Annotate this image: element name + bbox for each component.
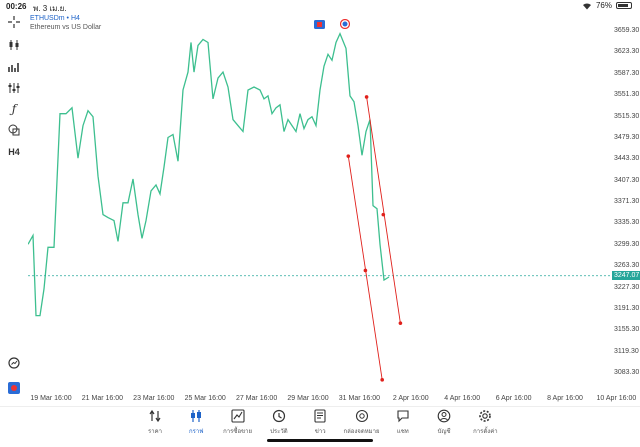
timeframe-button[interactable]: H4	[8, 147, 20, 157]
symbol-header[interactable]: ETHUSDm • H4 Ethereum vs US Dollar	[30, 14, 101, 32]
time-tick-label: 21 Mar 16:00	[81, 395, 124, 402]
nav-label: ประวัติ	[270, 429, 288, 435]
gear-icon	[478, 409, 492, 423]
price-tick-label: 3623.30	[614, 48, 640, 56]
battery-percent: 76%	[595, 1, 612, 10]
nav-trade[interactable]: การซื้อขาย	[218, 409, 258, 436]
price-tick-label: 3083.30	[614, 369, 640, 376]
price-axis[interactable]: 3659.30 3623.30 3587.30 3551.30 3515.30 3479.…	[612, 12, 640, 410]
trendline-1[interactable]	[347, 156, 383, 380]
status-time: 00:26	[6, 2, 27, 11]
price-tick-label: 3227.30	[614, 283, 640, 291]
left-toolbar: ƒ H4	[0, 0, 28, 410]
trendline-1-start-handle[interactable]	[346, 154, 351, 158]
nav-mailbox[interactable]: กล่องจดหมาย	[342, 409, 382, 436]
mail-at-icon	[355, 409, 369, 423]
quotes-icon	[148, 409, 162, 423]
price-chart[interactable]	[28, 12, 612, 410]
nav-label: การซื้อขาย	[223, 429, 253, 435]
price-tick-label: 3335.30	[614, 219, 640, 227]
nav-accounts[interactable]: บัญชี	[424, 409, 464, 436]
history-icon	[272, 409, 286, 423]
price-tick-label: 3155.30	[614, 326, 640, 334]
price-tick-label: 3299.30	[614, 240, 640, 248]
candlestick-icon	[189, 409, 203, 423]
nav-chart[interactable]: กราฟ	[176, 409, 216, 436]
price-tick-label: 3191.30	[614, 304, 640, 312]
nav-chat[interactable]: แชท	[383, 409, 423, 436]
status-right: 76%	[582, 1, 632, 10]
trendline-2[interactable]	[366, 96, 401, 324]
trade-panel-icon[interactable]	[339, 19, 350, 29]
wifi-icon	[582, 2, 592, 10]
trendline-2-start-handle[interactable]	[364, 95, 369, 99]
nav-quotes[interactable]: ราคา	[135, 409, 175, 436]
nav-label: การตั้งค่า	[473, 429, 498, 435]
current-price-label: 3247.07	[612, 271, 640, 281]
time-tick-label: 19 Mar 16:00	[30, 395, 72, 402]
time-axis[interactable]: 19 Mar 16:00 21 Mar 16:00 23 Mar 16:00 25 M…	[28, 392, 636, 406]
price-tick-label: 3371.30	[614, 198, 640, 205]
nav-label: ราคา	[148, 429, 162, 435]
time-tick-label: 23 Mar 16:00	[133, 395, 175, 402]
trade-chart-icon	[231, 409, 245, 423]
time-tick-label: 31 Mar 16:00	[338, 395, 381, 402]
status-date: พ. 3 เม.ย.	[33, 4, 67, 13]
price-line	[28, 31, 390, 317]
nav-news[interactable]: ข่าว	[300, 409, 340, 436]
price-tick-label: 3479.30	[614, 133, 640, 141]
time-tick-label: 8 Apr 16:00	[547, 395, 583, 402]
time-tick-label: 27 Mar 16:00	[235, 395, 278, 402]
price-tick-label: 3515.30	[614, 112, 640, 120]
time-tick-label: 10 Apr 16:00	[596, 395, 637, 402]
one-click-trading-icon[interactable]	[314, 19, 325, 29]
price-tick-label: 3443.30	[614, 155, 640, 163]
home-indicator	[267, 439, 373, 442]
price-tick-label: 3119.30	[614, 347, 639, 355]
price-tick-label: 3659.30	[614, 27, 640, 34]
nav-history[interactable]: ประวัติ	[259, 409, 299, 436]
zoom-search-icon[interactable]	[5, 355, 23, 371]
app-logo-icon[interactable]	[5, 380, 23, 396]
symbol-description: Ethereum vs US Dollar	[30, 24, 102, 31]
account-icon	[437, 409, 451, 423]
bar-chart-icon[interactable]	[5, 59, 23, 75]
nav-settings[interactable]: การตั้งค่า	[465, 409, 505, 436]
shapes-icon[interactable]	[5, 122, 23, 138]
nav-label: กล่องจดหมาย	[343, 429, 380, 435]
time-tick-label: 25 Mar 16:00	[184, 395, 226, 402]
time-tick-label: 6 Apr 16:00	[495, 395, 532, 402]
function-icon[interactable]: ƒ	[11, 102, 17, 116]
indicators-icon[interactable]	[5, 80, 23, 96]
time-tick-label: 2 Apr 16:00	[392, 395, 429, 402]
price-tick-label: 3587.30	[614, 69, 640, 77]
status-bar: 00:26 พ. 3 เม.ย. 76%	[0, 0, 640, 13]
nav-label: แชท	[396, 429, 409, 435]
time-tick-label: 4 Apr 16:00	[444, 395, 481, 402]
crosshair-icon[interactable]	[5, 14, 23, 30]
candlestick-icon[interactable]	[5, 37, 23, 53]
trendline-2-end-handle[interactable]	[398, 321, 403, 325]
symbol-ticker[interactable]: ETHUSDm • H4	[30, 15, 80, 22]
nav-label: กราฟ	[189, 429, 204, 435]
chart-mode-icons	[314, 19, 350, 29]
trendline-2-mid-handle[interactable]	[381, 212, 386, 217]
trendline-1-end-handle[interactable]	[380, 378, 385, 382]
chat-icon	[396, 409, 410, 423]
news-icon	[313, 409, 327, 423]
trendline-1-mid-handle[interactable]	[363, 268, 368, 273]
nav-label: ข่าว	[314, 429, 326, 435]
chart-area[interactable]	[28, 12, 612, 410]
battery-icon	[616, 2, 632, 9]
price-tick-label: 3407.30	[614, 176, 640, 184]
price-tick-label: 3263.30	[614, 262, 640, 270]
time-tick-label: 29 Mar 16:00	[287, 395, 329, 402]
nav-label: บัญชี	[437, 429, 451, 435]
price-tick-label: 3551.30	[614, 91, 640, 99]
